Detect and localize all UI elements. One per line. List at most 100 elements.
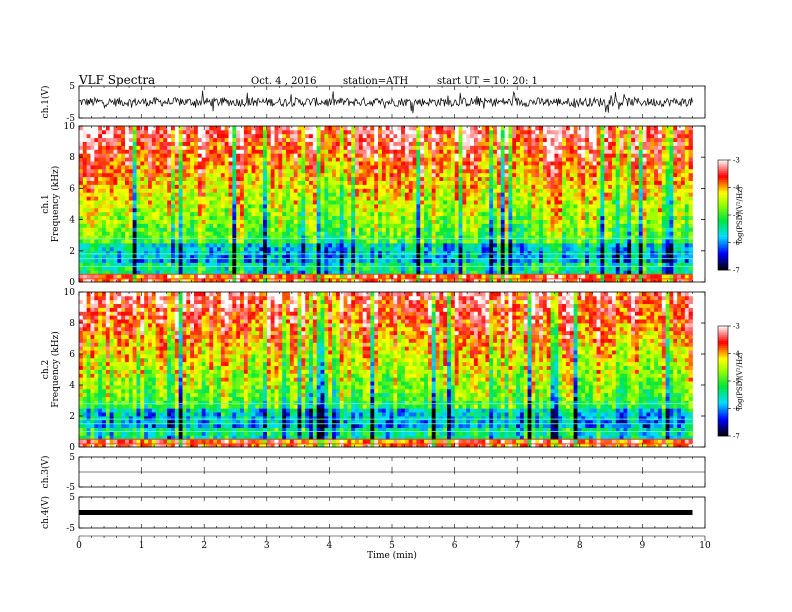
ch1-spectrogram-cell xyxy=(531,200,535,204)
ch1-spectrogram-cell xyxy=(275,161,279,165)
ch1-spectrogram-cell xyxy=(282,208,286,212)
ch1-spectrogram-cell xyxy=(144,243,148,247)
ch1-spectrogram-cell xyxy=(447,235,451,239)
ch1-spectrogram-cell xyxy=(512,216,516,220)
ch1-spectrogram-cell xyxy=(474,231,478,235)
ch1-spectrogram-cell xyxy=(508,208,512,212)
ch1-spectrogram-cell xyxy=(83,243,87,247)
ch1-spectrogram-cell xyxy=(236,196,240,200)
ch1-spectrogram-cell xyxy=(482,157,486,161)
ch1-spectrogram-cell xyxy=(497,220,501,224)
ch1-spectrogram-cell xyxy=(225,274,229,278)
ch1-spectrogram-cell xyxy=(416,274,420,278)
ch1-spectrogram-cell xyxy=(344,130,348,134)
ch1-spectrogram-cell xyxy=(359,220,363,224)
ch1-spectrogram-cell xyxy=(355,185,359,189)
ch1-spectrogram-cell xyxy=(87,134,91,138)
ch1-spectrogram-cell xyxy=(163,274,167,278)
ch1-spectrogram-cell xyxy=(278,239,282,243)
ch1-spectrogram-cell xyxy=(332,259,336,263)
ch1-spectrogram-cell xyxy=(271,212,275,216)
ch1-spectrogram-cell xyxy=(209,149,213,153)
ch1-spectrogram-cell xyxy=(133,266,137,270)
ch1-spectrogram-cell xyxy=(232,200,236,204)
ch1-spectrogram-cell xyxy=(508,266,512,270)
ch1-spectrogram-cell xyxy=(209,239,213,243)
ch1-spectrogram-cell xyxy=(94,220,98,224)
ch1-spectrogram-cell xyxy=(209,146,213,150)
ch1-spectrogram-cell xyxy=(432,224,436,228)
ch1-spectrogram-cell xyxy=(190,126,194,130)
ch1-spectrogram-cell xyxy=(83,204,87,208)
ch1-spectrogram-cell xyxy=(278,274,282,278)
ch1-spectrogram-cell xyxy=(114,130,118,134)
ch1-spectrogram-cell xyxy=(466,192,470,196)
ch1-spectrogram-cell xyxy=(539,173,543,177)
ch1-spectrogram-cell xyxy=(390,173,394,177)
ch1-spectrogram-cell xyxy=(183,204,187,208)
ch1-spectrogram-cell xyxy=(367,266,371,270)
ch1-spectrogram-cell xyxy=(232,259,236,263)
ch1-spectrogram-cell xyxy=(229,208,233,212)
ch1-spectrogram-cell xyxy=(110,134,114,138)
ch1-spectrogram-cell xyxy=(359,149,363,153)
ch1-spectrogram-cell xyxy=(363,196,367,200)
ch1-spectrogram-cell xyxy=(232,192,236,196)
ch1-spectrogram-cell xyxy=(213,185,217,189)
ch1-spectrogram-cell xyxy=(466,216,470,220)
ch1-spectrogram-cell xyxy=(83,196,87,200)
ch1-spectrogram-cell xyxy=(163,142,167,146)
ch1-spectrogram-cell xyxy=(267,169,271,173)
ch1-spectrogram-cell xyxy=(520,177,524,181)
ch1-spectrogram-cell xyxy=(451,216,455,220)
ch1-spectrogram-cell xyxy=(413,161,417,165)
ch1-spectrogram-cell xyxy=(102,165,106,169)
ch1-spectrogram-cell xyxy=(275,134,279,138)
ch1-spectrogram-cell xyxy=(213,165,217,169)
ch1-spectrogram-cell xyxy=(117,247,121,251)
ch1-spectrogram-cell xyxy=(236,224,240,228)
ch1-spectrogram-cell xyxy=(98,192,102,196)
ch1-spectrogram-cell xyxy=(432,134,436,138)
ch1-spectrogram-cell xyxy=(305,200,309,204)
ch1-spectrogram-cell xyxy=(183,212,187,216)
ch1-spectrogram-cell xyxy=(160,181,164,185)
ch1-spectrogram-cell xyxy=(194,157,198,161)
ch1-spectrogram-cell xyxy=(443,192,447,196)
ch1-spectrogram-cell xyxy=(374,173,378,177)
ch1-spectrogram-cell xyxy=(271,173,275,177)
ch1-spectrogram-cell xyxy=(225,266,229,270)
ch1-spectrogram-cell xyxy=(424,177,428,181)
ch1-spectrogram-cell xyxy=(482,165,486,169)
ch1-spectrogram-cell xyxy=(351,196,355,200)
ch1-spectrogram-cell xyxy=(148,130,152,134)
ch1-spectrogram-cell xyxy=(482,212,486,216)
ch1-spectrogram-cell xyxy=(390,227,394,231)
ch1-spectrogram-cell xyxy=(301,208,305,212)
ch1-spectrogram-cell xyxy=(137,231,141,235)
ch1-spectrogram-cell xyxy=(129,188,133,192)
ch1-spectrogram-cell xyxy=(443,146,447,150)
ch1-spectrogram-cell xyxy=(255,146,259,150)
ch1-spectrogram-cell xyxy=(401,259,405,263)
ch1-spectrogram-cell xyxy=(328,231,332,235)
ch1-spectrogram-cell xyxy=(148,251,152,255)
ch1-spectrogram-cell xyxy=(501,188,505,192)
ch1-spectrogram-cell xyxy=(424,181,428,185)
ch1-spectrogram-cell xyxy=(336,157,340,161)
ch1-spectrogram-cell xyxy=(163,188,167,192)
ch1-spectrogram-cell xyxy=(397,227,401,231)
ch1-spectrogram-cell xyxy=(213,216,217,220)
ch1-spectrogram-cell xyxy=(516,239,520,243)
ch1-spectrogram-cell xyxy=(278,192,282,196)
ch1-spectrogram-cell xyxy=(405,259,409,263)
ch1-spectrogram-cell xyxy=(374,235,378,239)
ch1-spectrogram-cell xyxy=(439,239,443,243)
ch1-spectrogram-cell xyxy=(160,266,164,270)
ch1-spectrogram-cell xyxy=(305,212,309,216)
ch1-spectrogram-cell xyxy=(420,157,424,161)
ch1-spectrogram-cell xyxy=(179,142,183,146)
ch1-spectrogram-cell xyxy=(140,142,144,146)
ch1-spectrogram-cell xyxy=(516,177,520,181)
ch1-spectrogram-cell xyxy=(275,153,279,157)
